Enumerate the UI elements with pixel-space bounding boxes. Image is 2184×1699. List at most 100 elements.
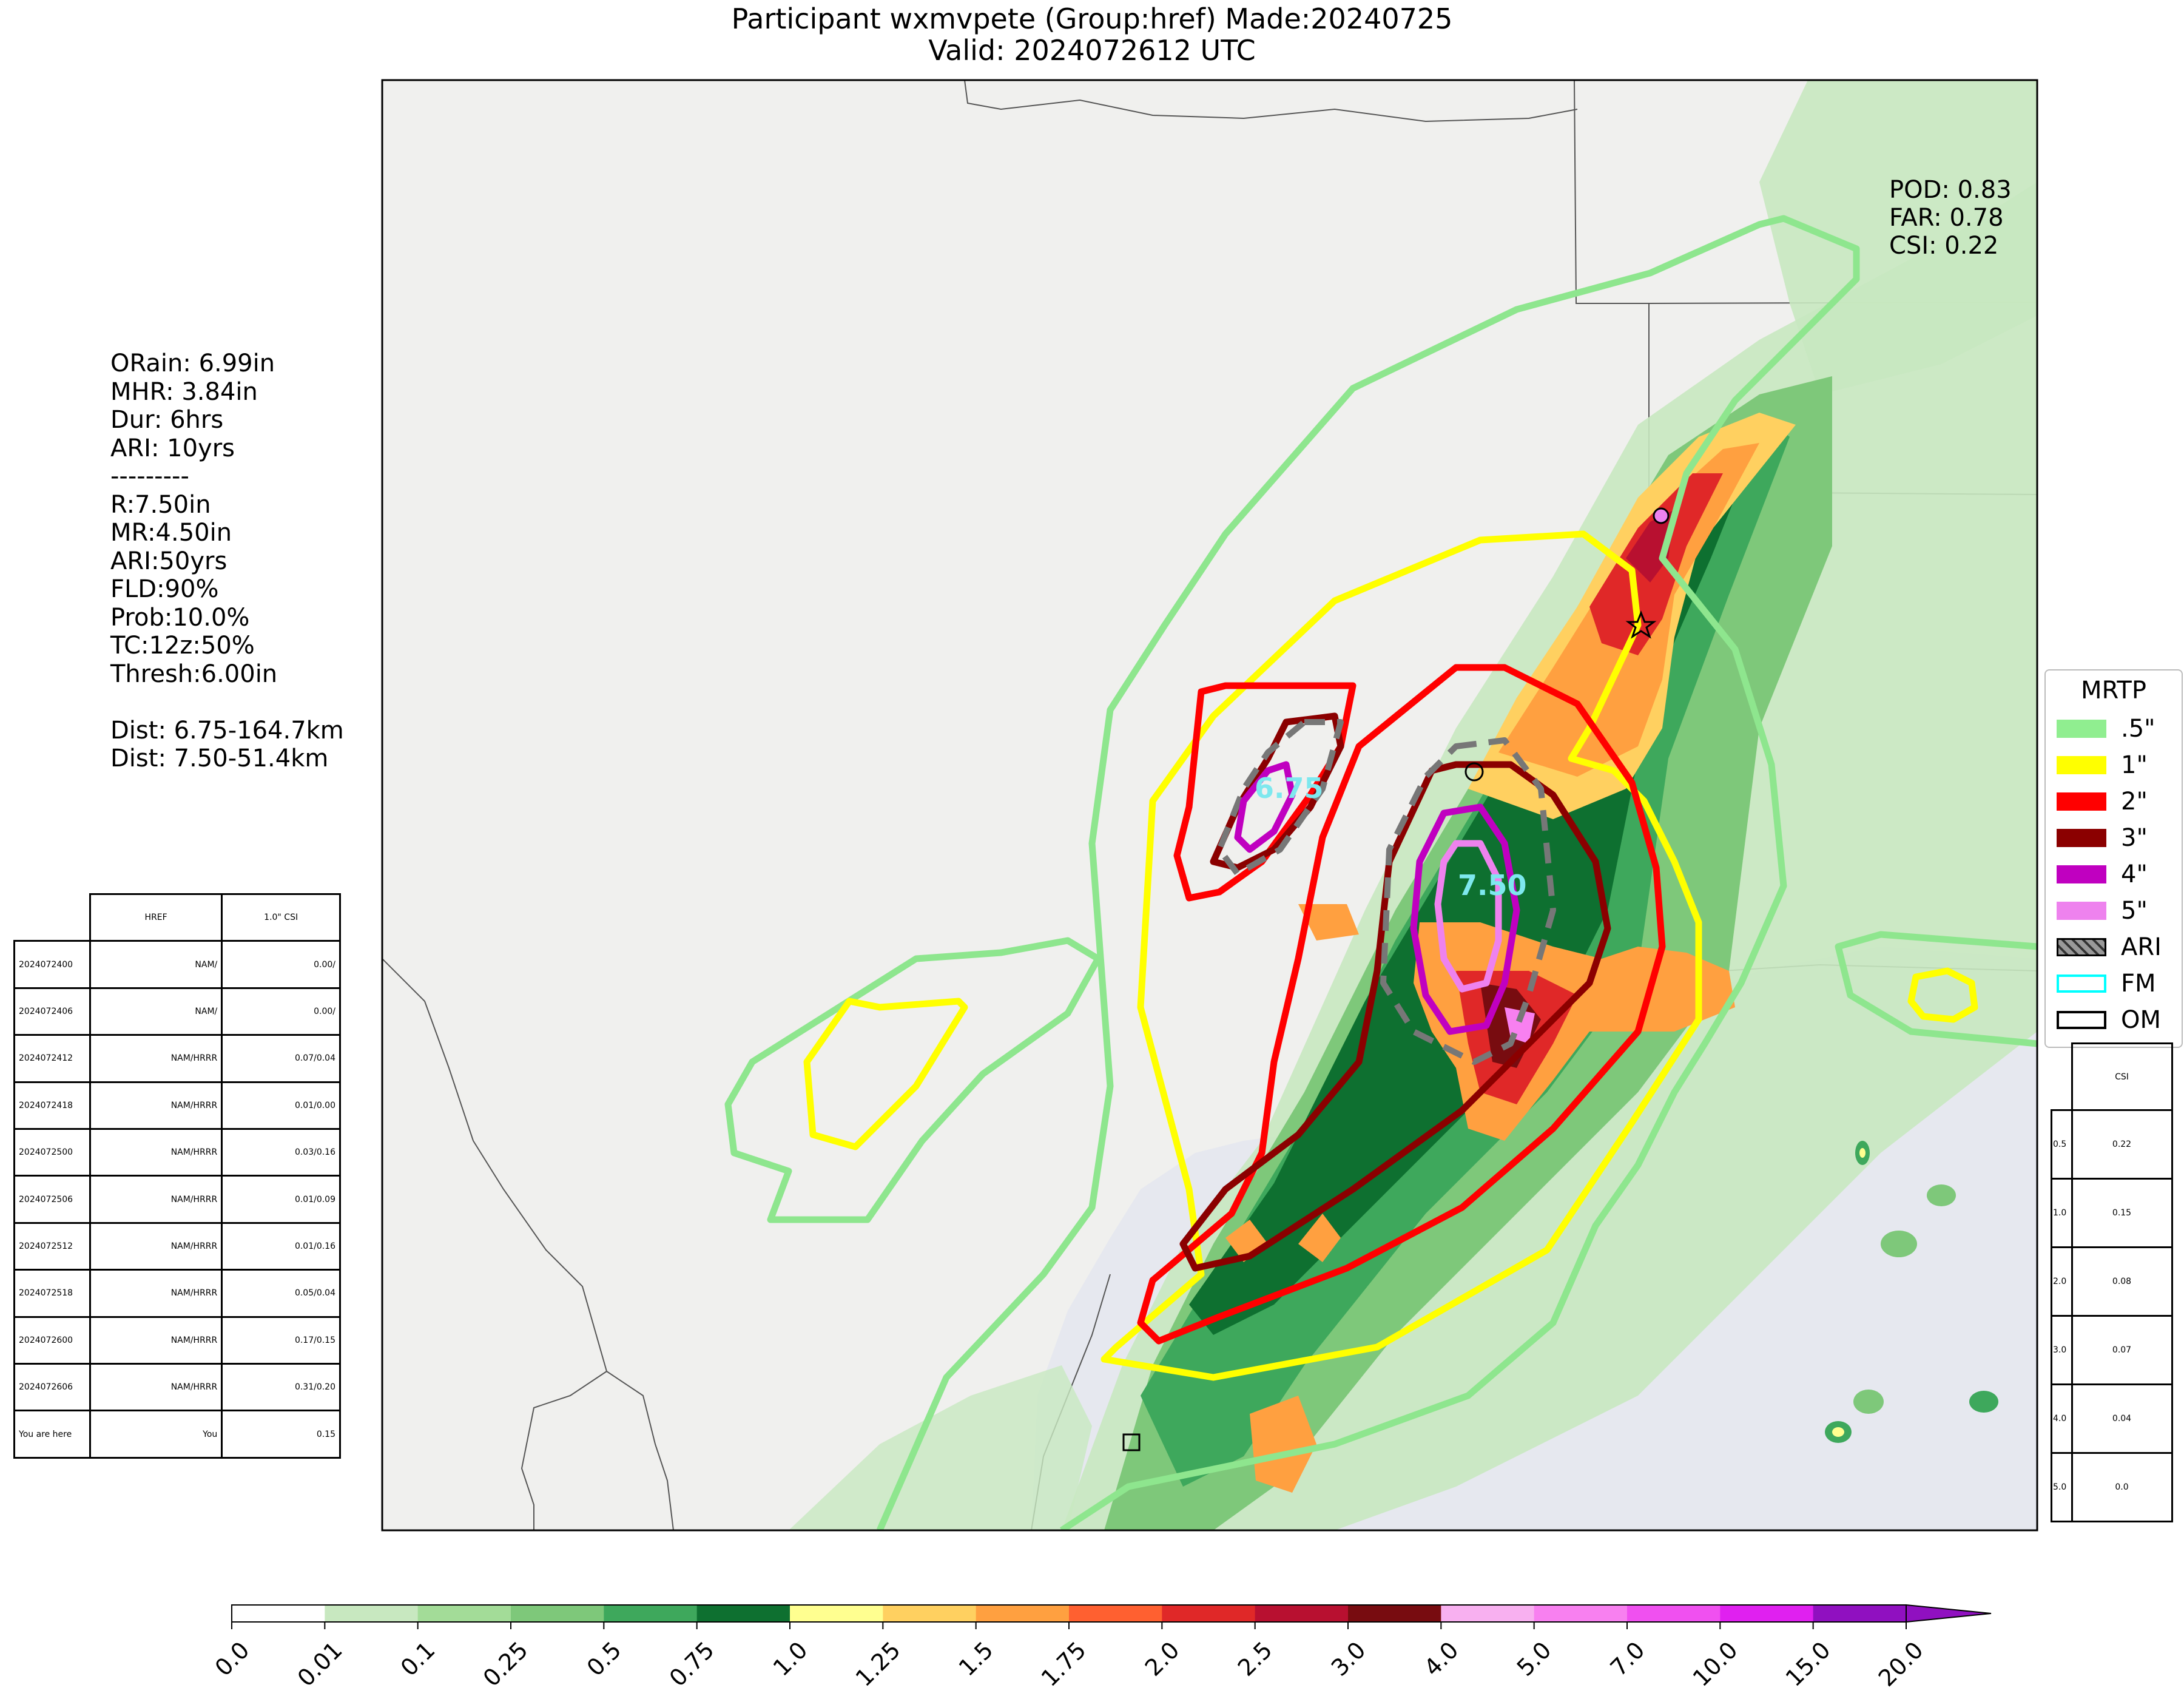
legend-label: OM [2121,1006,2161,1034]
table-row: 2024072600 NAM/HRRR 0.17/0.15 [13,1316,341,1365]
colorbar-bin [790,1605,883,1622]
csi-row: 0.5 0.22 [2051,1109,2173,1180]
table-cell: 0.05/0.04 [221,1269,341,1318]
table-cell: 0.31/0.20 [221,1363,341,1412]
table-cell: NAM/ [89,987,223,1036]
csi-row: 3.0 0.07 [2051,1315,2173,1385]
stats-line: Prob:10.0% [110,603,250,632]
colorbar-bin [1255,1605,1349,1622]
table-row: You are here You 0.15 [13,1410,341,1459]
table-cell: 2024072500 [13,1128,91,1177]
csi-value: 0.07 [2071,1315,2173,1385]
table-header-cell [14,894,91,942]
legend-swatch [2057,865,2106,883]
legend-label: ARI [2121,933,2162,961]
forecast-stats: ORain: 6.99in MHR: 3.84in Dur: 6hrs ARI: 10… [110,350,344,773]
colorbar-bin [604,1605,698,1622]
legend-title: MRTP [2081,677,2146,704]
colorbar [231,1604,1992,1629]
csi-table: CSI 0.5 0.22 1.0 0.15 2.0 0.08 3.0 0.07 4.0 0.04 5.… [2051,1042,2173,1522]
stats-line: --------- [110,462,189,490]
csi-threshold: 1.0 [2051,1178,2073,1248]
table-row: 2024072512 NAM/HRRR 0.01/0.16 [13,1221,341,1271]
table-header-cell: HREF [89,893,223,942]
colorbar-bin [1813,1605,1907,1622]
table-cell: NAM/ [89,940,223,989]
colorbar-bin [1441,1605,1535,1622]
colorbar-bin [883,1605,977,1622]
table-row: 2024072400 NAM/0.00/ [13,940,341,989]
csi-threshold: 4.0 [2051,1383,2073,1454]
table-header-cell: 1.0" CSI [221,893,341,942]
contour-label-6-75: 6.75 [1255,772,1324,805]
table-cell: 2024072418 [13,1081,91,1130]
legend-item: OM [2057,1006,2161,1034]
history-table: HREF 1.0" CSI 2024072400 NAM/0.00/202407240… [13,893,341,1459]
table-cell: 2024072606 [13,1363,91,1412]
csi-value: 0.04 [2071,1383,2173,1454]
legend-item: .5" [2057,715,2155,743]
table-cell: 0.03/0.16 [221,1128,341,1177]
table-cell: 0.00/ [221,940,341,989]
stats-line: Dur: 6hrs [110,406,224,434]
colorbar-bin [976,1605,1070,1622]
colorbar-bin [1348,1605,1441,1622]
csi-value: 0.15 [2071,1178,2173,1248]
legend-label: 1" [2121,751,2148,779]
csi-threshold: 0.5 [2051,1109,2073,1180]
stats-line: ARI:50yrs [110,547,228,575]
contour-label-7-50: 7.50 [1458,869,1527,902]
mrtp-contours [724,215,2037,1530]
table-cell: NAM/HRRR [89,1269,223,1318]
stats-line: Dist: 7.50-51.4km [110,745,329,772]
table-row: 2024072500 NAM/HRRR 0.03/0.16 [13,1128,341,1177]
chart-subtitle: Valid: 2024072612 UTC [928,34,1256,67]
csi-header-cell: CSI [2071,1042,2173,1111]
table-cell: 0.00/ [221,987,341,1036]
table-cell: You [89,1410,223,1459]
legend-swatch [2057,756,2106,774]
legend-swatch [2057,829,2106,847]
verification-scores: POD: 0.83 FAR: 0.78 CSI: 0.22 [1889,176,2012,260]
far-score: FAR: 0.78 [1889,204,2004,232]
colorbar-bin [1069,1605,1162,1622]
table-row: 2024072412 NAM/HRRR 0.07/0.04 [13,1034,341,1083]
stats-line: ORain: 6.99in [110,350,275,377]
stats-line: MR:4.50in [110,519,232,547]
colorbar-bin [511,1605,604,1622]
csi-value: 0.0 [2071,1452,2173,1522]
pod-score: POD: 0.83 [1889,176,2012,204]
stats-line: FLD:90% [110,575,219,603]
table-cell: NAM/HRRR [89,1081,223,1130]
table-row: 2024072506 NAM/HRRR 0.01/0.09 [13,1175,341,1224]
legend-item: 4" [2057,860,2148,888]
colorbar-bin [325,1605,419,1622]
legend-item: ARI [2057,933,2162,961]
colorbar-bin [1162,1605,1256,1622]
table-cell: 2024072518 [13,1269,91,1318]
table-cell: 2024072406 [13,987,91,1036]
table-header-row: HREF 1.0" CSI [14,893,341,942]
chart-title: Participant wxmvpete (Group:href) Made:2… [731,2,1453,35]
csi-value: 0.08 [2071,1246,2173,1317]
legend-label: 3" [2121,824,2148,852]
colorbar-bin [696,1605,790,1622]
stats-line: ARI: 10yrs [110,434,235,462]
table-row: 2024072418 NAM/HRRR 0.01/0.00 [13,1081,341,1130]
stats-line: R:7.50in [110,490,211,519]
table-cell: NAM/HRRR [89,1221,223,1271]
legend-swatch [2057,720,2106,738]
legend-swatch [2057,902,2106,920]
table-cell: 0.15 [221,1410,341,1459]
table-cell: 2024072506 [13,1175,91,1224]
colorbar-bin [1534,1605,1628,1622]
table-row: 2024072406 NAM/0.00/ [13,987,341,1036]
csi-row: 4.0 0.04 [2051,1383,2173,1454]
table-cell: 2024072412 [13,1034,91,1083]
table-cell: 2024072400 [13,940,91,989]
table-cell: NAM/HRRR [89,1034,223,1083]
stats-line: TC:12z:50% [110,632,255,660]
stats-line: Thresh:6.00in [110,660,278,688]
colorbar-extend-arrow [1906,1604,1992,1623]
